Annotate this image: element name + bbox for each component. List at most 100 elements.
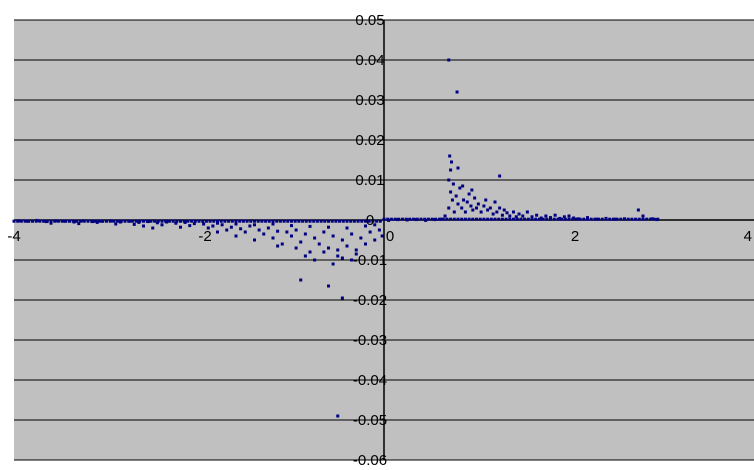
data-point (290, 234, 293, 238)
y-tick-label: 0.05 (355, 12, 384, 29)
data-point (249, 219, 253, 223)
data-point (145, 219, 149, 223)
data-point (595, 217, 599, 221)
data-point (243, 230, 247, 234)
data-point (142, 224, 145, 228)
data-point (313, 258, 317, 262)
data-point (282, 219, 286, 223)
data-point (294, 228, 298, 232)
data-point (493, 200, 497, 204)
data-point (299, 278, 303, 282)
data-point (530, 215, 534, 219)
data-point (171, 219, 175, 223)
data-point (441, 217, 445, 221)
data-point (558, 216, 562, 220)
data-point (462, 198, 466, 202)
data-point (271, 222, 275, 226)
data-point (497, 217, 501, 221)
data-point (276, 229, 280, 233)
data-point (419, 217, 423, 221)
data-point (134, 219, 138, 223)
data-point (458, 186, 462, 190)
data-point (12, 219, 16, 223)
data-point (175, 219, 179, 223)
data-point (349, 219, 353, 223)
data-point (623, 217, 626, 221)
data-point (443, 214, 447, 218)
data-point (449, 168, 453, 172)
data-point (368, 230, 372, 234)
data-point (299, 240, 303, 244)
data-point (560, 217, 564, 221)
data-point (562, 215, 566, 219)
data-point (297, 219, 301, 223)
data-point (234, 219, 238, 223)
data-point (484, 198, 488, 202)
data-point (556, 217, 560, 221)
data-point (336, 414, 340, 418)
data-point (449, 217, 453, 221)
data-point (45, 219, 49, 223)
data-point (469, 204, 473, 208)
data-point (167, 219, 171, 223)
data-point (500, 213, 504, 217)
data-point (262, 232, 266, 236)
data-point (319, 219, 323, 223)
data-point (93, 219, 97, 223)
data-point (604, 217, 608, 221)
data-point (225, 228, 229, 232)
data-point (64, 219, 68, 223)
data-point (138, 219, 142, 223)
data-point (593, 217, 597, 221)
data-point (331, 262, 335, 266)
data-point (463, 210, 467, 214)
data-point (456, 202, 460, 206)
data-point (489, 217, 493, 221)
data-point (253, 223, 256, 227)
x-tick-label: -4 (7, 228, 20, 245)
data-point (34, 219, 38, 223)
x-tick-label: 2 (571, 228, 579, 245)
data-point (373, 238, 377, 242)
data-point (285, 230, 289, 234)
data-point (193, 219, 197, 223)
data-point (515, 217, 519, 221)
data-point (260, 219, 264, 223)
data-point (619, 217, 623, 221)
data-point (482, 204, 486, 208)
data-point (641, 217, 645, 221)
data-point (586, 216, 589, 220)
x-tick-label: -2 (198, 228, 211, 245)
data-point (491, 212, 495, 216)
data-point (164, 219, 168, 223)
data-point (426, 217, 430, 221)
data-point (290, 224, 293, 228)
data-point (312, 219, 316, 223)
data-point (460, 206, 464, 210)
data-point (132, 222, 136, 226)
data-point (77, 222, 81, 226)
data-point (613, 217, 617, 221)
data-point (630, 217, 634, 221)
data-point (340, 238, 344, 242)
data-point (188, 224, 192, 228)
data-point (60, 219, 64, 223)
data-point (412, 217, 416, 221)
data-point (576, 217, 580, 221)
data-point (219, 219, 223, 223)
data-point (253, 219, 256, 223)
data-point (498, 174, 502, 178)
data-point (49, 221, 53, 225)
data-point (151, 226, 155, 230)
data-point (505, 211, 509, 215)
data-point (290, 219, 293, 223)
data-point (101, 219, 105, 223)
data-point (455, 90, 459, 94)
data-point (386, 217, 390, 221)
data-point (266, 226, 270, 230)
data-point (488, 206, 492, 210)
data-point (552, 217, 556, 221)
data-point (303, 232, 307, 236)
data-point (206, 226, 210, 230)
